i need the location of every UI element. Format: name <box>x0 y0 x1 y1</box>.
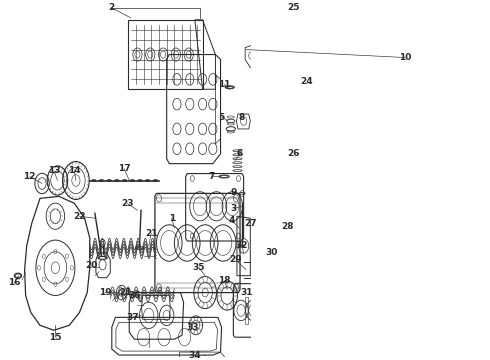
Text: 26: 26 <box>287 149 299 158</box>
Text: 27: 27 <box>244 219 257 228</box>
Text: 21: 21 <box>145 229 158 238</box>
Text: 34: 34 <box>189 351 201 360</box>
Text: 30: 30 <box>266 248 278 257</box>
Text: 2: 2 <box>109 4 115 13</box>
Text: 8: 8 <box>239 113 245 122</box>
Text: 36: 36 <box>128 291 141 300</box>
Text: 4: 4 <box>229 216 235 225</box>
Text: 25: 25 <box>287 4 299 13</box>
Text: 3: 3 <box>231 204 237 213</box>
Text: 15: 15 <box>49 333 62 342</box>
Text: 17: 17 <box>118 164 130 173</box>
Text: 33: 33 <box>186 323 198 332</box>
Text: 32: 32 <box>236 242 248 251</box>
Text: 18: 18 <box>219 276 231 285</box>
Text: 23: 23 <box>121 199 133 208</box>
Text: 14: 14 <box>68 166 81 175</box>
Text: 19: 19 <box>99 288 111 297</box>
Text: 29: 29 <box>230 255 242 264</box>
Text: 13: 13 <box>48 166 60 175</box>
Text: 6: 6 <box>237 149 243 158</box>
Text: 22: 22 <box>73 212 86 221</box>
Text: 10: 10 <box>399 53 412 62</box>
Text: 35: 35 <box>193 263 205 272</box>
Text: 11: 11 <box>218 80 230 89</box>
Text: 37: 37 <box>126 313 139 322</box>
Text: 12: 12 <box>24 172 36 181</box>
Text: 5: 5 <box>219 113 225 122</box>
Text: 9: 9 <box>230 188 237 197</box>
Text: 16: 16 <box>8 278 21 287</box>
Text: 24: 24 <box>300 77 313 86</box>
Text: 31: 31 <box>240 288 252 297</box>
Text: 1: 1 <box>169 214 175 223</box>
Text: 21: 21 <box>120 288 132 297</box>
Text: 28: 28 <box>281 222 294 231</box>
Text: 7: 7 <box>208 172 215 181</box>
Text: 20: 20 <box>85 261 98 270</box>
Bar <box>278 15 312 193</box>
